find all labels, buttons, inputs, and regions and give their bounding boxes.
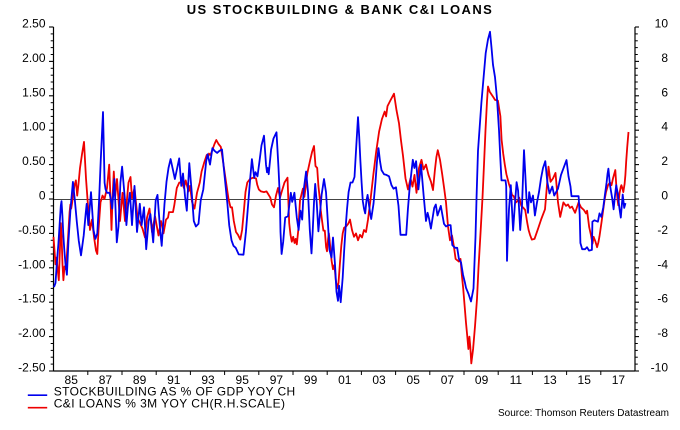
svg-text:0.50: 0.50 <box>22 154 46 168</box>
svg-text:99: 99 <box>304 373 318 387</box>
svg-text:STOCKBUILDING AS % OF GDP YOY: STOCKBUILDING AS % OF GDP YOY CH <box>54 385 296 399</box>
svg-text:05: 05 <box>407 373 421 387</box>
svg-text:-1.50: -1.50 <box>18 292 46 306</box>
svg-text:Source: Thomson Reuters Datast: Source: Thomson Reuters Datastream <box>498 408 669 419</box>
svg-text:-10: -10 <box>651 361 669 375</box>
svg-text:0: 0 <box>39 189 46 203</box>
svg-text:-0.50: -0.50 <box>18 223 46 237</box>
svg-text:95: 95 <box>236 373 250 387</box>
svg-text:11: 11 <box>510 373 523 387</box>
svg-text:8: 8 <box>661 51 668 65</box>
svg-text:09: 09 <box>475 373 489 387</box>
svg-text:-4: -4 <box>657 257 668 271</box>
svg-text:01: 01 <box>338 373 352 387</box>
svg-text:-2: -2 <box>657 223 668 237</box>
svg-text:-6: -6 <box>657 292 668 306</box>
svg-text:15: 15 <box>578 373 592 387</box>
svg-text:07: 07 <box>441 373 455 387</box>
svg-text:4: 4 <box>661 120 668 134</box>
svg-text:-1.00: -1.00 <box>18 257 46 271</box>
svg-text:17: 17 <box>612 373 626 387</box>
svg-text:89: 89 <box>133 373 147 387</box>
svg-text:2.50: 2.50 <box>22 17 46 31</box>
svg-text:97: 97 <box>270 373 284 387</box>
svg-text:85: 85 <box>65 373 79 387</box>
svg-text:US STOCKBUILDING & BANK C&I LO: US STOCKBUILDING & BANK C&I LOANS <box>187 2 494 17</box>
svg-text:-8: -8 <box>657 326 668 340</box>
svg-text:-2.50: -2.50 <box>18 361 46 375</box>
svg-text:2: 2 <box>661 154 668 168</box>
svg-text:10: 10 <box>655 17 669 31</box>
svg-text:6: 6 <box>661 85 668 99</box>
svg-text:93: 93 <box>201 373 215 387</box>
svg-text:1.50: 1.50 <box>22 85 46 99</box>
svg-text:91: 91 <box>167 373 181 387</box>
svg-text:87: 87 <box>99 373 113 387</box>
svg-text:C&I LOANS % 3M YOY CH(R.H.SCAL: C&I LOANS % 3M YOY CH(R.H.SCALE) <box>54 397 286 411</box>
svg-text:2.00: 2.00 <box>22 51 46 65</box>
svg-text:1.00: 1.00 <box>22 120 46 134</box>
svg-text:-2.00: -2.00 <box>18 326 46 340</box>
svg-text:0: 0 <box>661 189 668 203</box>
svg-text:03: 03 <box>372 373 386 387</box>
svg-text:13: 13 <box>543 373 557 387</box>
